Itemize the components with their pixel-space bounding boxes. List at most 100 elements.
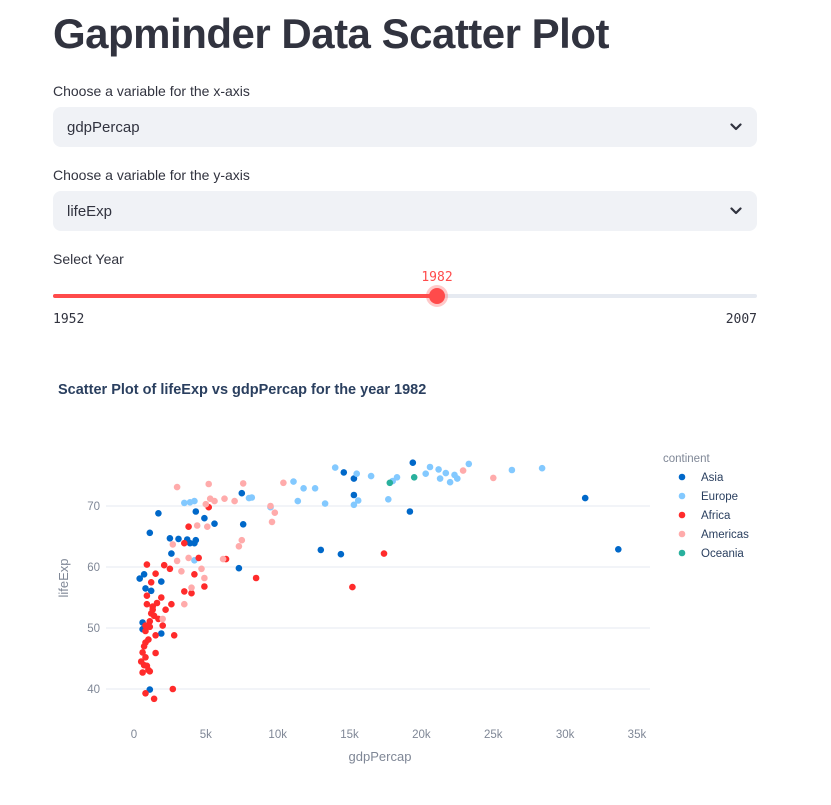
data-point-africa[interactable] [170,632,178,639]
data-point-asia[interactable] [235,564,243,572]
data-point-asia[interactable] [239,521,247,528]
data-point-africa[interactable] [222,555,230,563]
data-point-europe[interactable] [186,499,194,506]
data-point-africa[interactable] [145,636,152,643]
data-point-europe[interactable] [389,477,397,485]
data-point-africa[interactable] [142,654,149,661]
data-point-europe[interactable] [181,499,188,507]
data-point-africa[interactable] [191,571,198,578]
data-point-europe[interactable] [508,466,516,474]
data-point-africa[interactable] [162,606,169,613]
data-point-asia[interactable] [192,508,200,515]
data-point-americas[interactable] [221,495,228,503]
data-point-americas[interactable] [206,495,214,503]
data-point-europe[interactable] [191,557,198,564]
data-point-americas[interactable] [205,480,212,488]
slider-thumb[interactable] [429,288,445,304]
data-point-africa[interactable] [142,627,149,635]
data-point-americas[interactable] [198,565,205,573]
data-point-asia[interactable] [168,550,175,557]
data-point-asia[interactable] [350,475,358,482]
data-point-europe[interactable] [454,475,461,482]
data-point-africa[interactable] [143,600,151,608]
data-point-asia[interactable] [350,491,358,499]
data-point-europe[interactable] [191,497,198,505]
data-point-americas[interactable] [268,518,276,526]
data-point-americas[interactable] [459,467,467,474]
y-axis-select[interactable]: lifeExp [53,191,757,231]
data-point-asia[interactable] [139,619,146,626]
data-point-africa[interactable] [143,592,151,599]
data-point-africa[interactable] [140,661,148,669]
data-point-americas[interactable] [238,536,246,544]
data-point-oceania[interactable] [410,474,418,481]
data-point-europe[interactable] [350,501,358,509]
data-point-europe[interactable] [245,494,253,502]
year-slider[interactable]: 1982 1952 2007 [53,270,757,330]
data-point-europe[interactable] [290,478,297,485]
data-point-africa[interactable] [185,523,192,530]
data-point-americas[interactable] [219,555,227,563]
legend-item-oceania[interactable]: Oceania [701,548,744,560]
data-point-africa[interactable] [150,695,158,703]
data-point-africa[interactable] [145,666,152,674]
data-point-europe[interactable] [321,500,329,507]
data-point-americas[interactable] [239,480,247,487]
data-point-africa[interactable] [252,574,260,582]
data-point-africa[interactable] [205,503,212,511]
data-point-americas[interactable] [204,523,211,530]
data-point-africa[interactable] [150,612,158,620]
data-point-europe[interactable] [538,464,546,472]
data-point-africa[interactable] [146,618,154,625]
data-point-asia[interactable] [337,550,345,558]
data-point-asia[interactable] [615,546,622,553]
data-point-europe[interactable] [436,475,444,482]
data-point-africa[interactable] [149,603,156,610]
data-point-europe[interactable] [267,503,274,511]
data-point-europe[interactable] [300,485,307,492]
data-point-africa[interactable] [181,588,188,595]
data-point-africa[interactable] [168,600,175,608]
data-point-americas[interactable] [201,574,208,582]
data-point-americas[interactable] [159,615,166,623]
data-point-africa[interactable] [140,643,148,650]
data-point-oceania[interactable] [386,479,394,487]
data-point-asia[interactable] [158,630,165,637]
data-point-asia[interactable] [340,469,348,476]
legend-item-americas[interactable]: Americas [701,529,749,541]
data-point-asia[interactable] [146,529,154,537]
data-point-americas[interactable] [173,483,181,491]
data-point-africa[interactable] [201,583,208,590]
data-point-africa[interactable] [142,622,149,629]
data-point-americas[interactable] [490,474,497,482]
data-point-europe[interactable] [442,469,450,477]
data-point-asia[interactable] [192,536,200,544]
data-point-europe[interactable] [422,470,430,478]
data-point-asia[interactable] [191,539,198,547]
data-point-europe[interactable] [446,478,454,486]
data-point-asia[interactable] [238,489,246,497]
data-point-americas[interactable] [169,541,177,548]
x-axis-select[interactable]: gdpPercap [53,107,757,147]
legend-item-europe[interactable]: Europe [701,491,738,503]
data-point-asia[interactable] [406,508,414,515]
data-point-africa[interactable] [149,606,156,613]
data-point-europe[interactable] [311,485,319,492]
data-point-americas[interactable] [173,557,181,565]
data-point-asia[interactable] [140,571,148,578]
data-point-africa[interactable] [195,554,202,562]
data-point-africa[interactable] [142,690,149,697]
data-point-europe[interactable] [435,466,442,473]
data-point-africa[interactable] [139,649,146,656]
data-point-asia[interactable] [155,510,162,517]
data-point-africa[interactable] [146,623,154,631]
data-point-africa[interactable] [152,649,159,657]
data-point-africa[interactable] [380,550,388,557]
data-point-asia[interactable] [136,575,143,582]
legend-item-asia[interactable]: Asia [701,472,724,484]
data-point-europe[interactable] [465,460,473,468]
data-point-asia[interactable] [183,536,191,543]
data-point-asia[interactable] [581,494,589,502]
data-point-americas[interactable] [178,568,185,575]
data-point-africa[interactable] [152,632,159,639]
